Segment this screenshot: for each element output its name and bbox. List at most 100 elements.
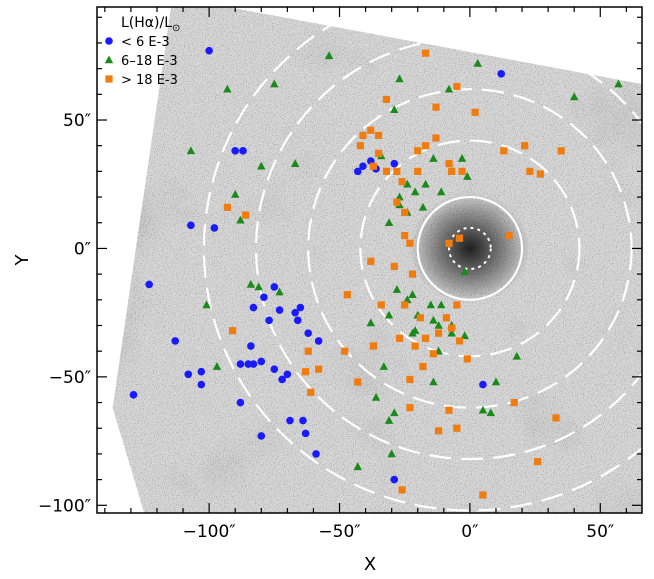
triangle-point [447,328,456,337]
triangle-point [236,215,245,224]
circle-point [244,360,253,368]
nebula-image [112,7,642,513]
triangle-point [473,59,482,67]
square-point [375,149,383,158]
triangle-point [512,351,522,360]
square-point [521,142,529,150]
triangle-point [486,408,495,417]
square-point [421,49,430,57]
triangle-point [384,416,394,424]
square-point [455,337,464,345]
triangle-point [429,377,438,386]
square-point [304,347,312,355]
triangle-point [275,287,284,296]
x-tick-label: −100″ [183,522,236,542]
legend-title-close: )/L [154,15,172,31]
square-point [453,424,461,432]
triangle-point [429,315,438,324]
square-point [421,334,430,342]
square-point [505,231,513,240]
legend-marker-2 [104,55,114,64]
circle-point [497,69,505,78]
square-point [471,108,479,116]
ring-2 [416,195,524,301]
square-point [445,406,453,414]
square-point [442,314,451,322]
square-point [354,378,362,386]
square-point [445,160,453,168]
legend: L(Hα)/L⊙ < 6 E-3 6–18 E-3 > 18 E-3 [104,15,180,88]
triangle-point [418,202,428,211]
circle-point [270,365,279,373]
square-point [242,211,250,219]
circle-point [301,429,310,438]
square-point [315,365,323,373]
circle-point [171,337,180,345]
square-point [393,167,401,175]
square-point [223,203,231,211]
triangle-point [408,328,417,337]
circle-point [304,329,313,338]
circle-point [278,375,286,384]
circle-point [197,367,206,376]
circle-point [236,360,245,368]
circle-point [205,46,213,55]
triangle-point [202,300,211,309]
x-tick-label: 0″ [461,522,478,542]
circle-point [184,370,193,379]
triangle-point [437,300,446,309]
circle-point [247,342,255,350]
square-point [419,362,427,371]
square-point [432,103,440,111]
square-point [414,147,422,155]
triangle-point [384,310,394,319]
legend-title: L(Hα)/L⊙ [121,15,180,34]
x-axis-label: X [364,554,376,575]
triangle-point [270,79,279,88]
square-point [377,301,385,309]
x-tick-label: 50″ [586,522,614,542]
triangle-point [444,84,454,93]
triangle-point [223,84,232,93]
square-point [382,95,391,104]
square-point [557,147,565,155]
triangle-point [421,179,430,188]
circle-point [265,316,273,325]
circle-point [312,450,320,458]
circle-point [236,398,245,407]
triangle-point [457,154,467,162]
square-point [411,342,419,350]
y-axis: −100″ −50″ 0″ 50″ [38,16,642,516]
triangle-point [614,79,623,88]
square-point [356,142,364,150]
triangle-point [384,218,394,227]
circle-point [314,337,323,345]
square-point [435,329,443,337]
triangle-point [290,159,300,167]
square-point [534,458,542,466]
triangle-point [570,92,579,101]
triangle-point [408,290,417,298]
data-points [129,46,623,499]
square-point [458,167,466,175]
square-point [369,162,378,170]
square-point [408,270,417,278]
square-point [552,414,560,422]
triangle-point [390,408,399,417]
square-point [429,350,437,358]
circle-point [197,380,206,389]
triangle-point [426,300,435,309]
square-point [390,262,398,271]
square-point [369,342,378,350]
ring-5 [255,36,642,461]
triangle-point [387,449,396,458]
triangle-point [395,192,404,201]
square-point [448,324,456,332]
square-point [398,486,406,494]
triangle-point [403,295,412,304]
plot-frame [96,6,643,514]
square-point [448,167,456,175]
ring-1 [448,226,492,270]
legend-label-1: < 6 E-3 [121,35,170,50]
